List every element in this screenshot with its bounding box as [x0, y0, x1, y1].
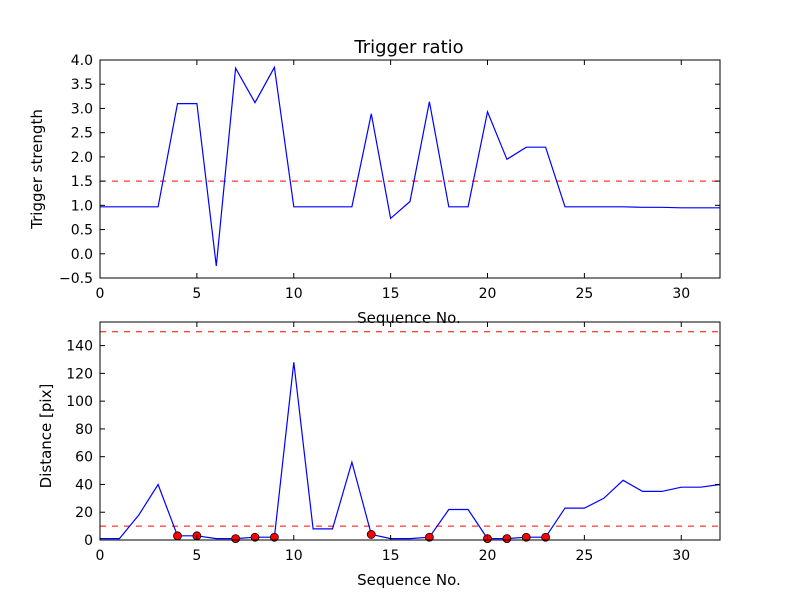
y-tick-label: 3.5 — [71, 77, 93, 93]
x-tick-label: 25 — [575, 548, 593, 564]
data-point-marker — [250, 532, 260, 542]
axes-frame — [99, 59, 721, 279]
trigger-ratio-panel: Trigger ratio Sequence No. Trigger stren… — [28, 37, 721, 327]
x-tick-label: 20 — [479, 286, 497, 302]
x-tick-label: 0 — [96, 548, 105, 564]
data-point-marker — [541, 532, 551, 542]
y-tick-label: 60 — [75, 450, 93, 466]
y-tick-label: 2.0 — [71, 150, 93, 166]
x-tick-label: 0 — [96, 286, 105, 302]
y-axis-label: Distance [pix] — [37, 384, 55, 489]
x-tick-label: 10 — [285, 548, 303, 564]
y-axis-label: Trigger strength — [28, 109, 46, 230]
x-tick-label: 5 — [192, 286, 201, 302]
x-tick-label: 30 — [672, 548, 690, 564]
x-tick-label: 5 — [192, 548, 201, 564]
y-tick-label: 0 — [84, 533, 93, 549]
x-tick-label: 10 — [285, 286, 303, 302]
data-point-marker — [424, 532, 434, 542]
y-tick-label: 0.0 — [71, 247, 93, 263]
y-tick-label: 20 — [75, 505, 93, 521]
y-tick-label: 4.0 — [71, 53, 93, 69]
y-tick-label: 0.5 — [71, 223, 93, 239]
y-tick-label: −0.5 — [59, 271, 93, 287]
y-tick-label: 140 — [66, 339, 93, 355]
x-tick-label: 15 — [382, 286, 400, 302]
series-line — [100, 362, 721, 540]
y-tick-label: 1.0 — [71, 198, 93, 214]
y-tick-label: 2.5 — [71, 126, 93, 142]
series-line — [100, 65, 720, 266]
y-tick-label: 40 — [75, 477, 93, 493]
y-tick-label: 120 — [66, 366, 93, 382]
data-point-marker — [269, 532, 279, 542]
data-point-marker — [173, 531, 182, 541]
data-point-marker — [366, 530, 376, 539]
data-point-marker — [521, 532, 531, 542]
x-tick-label: 30 — [672, 286, 690, 302]
x-tick-label: 25 — [575, 286, 593, 302]
y-tick-label: 1.5 — [71, 174, 93, 190]
y-tick-label: 3.0 — [71, 101, 93, 117]
y-tick-label: 100 — [66, 394, 93, 410]
x-axis-label: Sequence No. — [357, 571, 461, 589]
distance-panel: Sequence No. Distance [pix] 0 5 10 15 20 25 30… — [37, 321, 721, 589]
chart-title: Trigger ratio — [353, 37, 463, 58]
x-axis-label: Sequence No. — [357, 309, 461, 327]
x-tick-label: 20 — [479, 548, 497, 564]
x-tick-label: 15 — [382, 548, 400, 564]
y-tick-label: 80 — [75, 422, 93, 438]
axes-frame — [99, 321, 721, 541]
data-point-marker — [502, 534, 512, 544]
data-point-marker — [231, 534, 241, 544]
